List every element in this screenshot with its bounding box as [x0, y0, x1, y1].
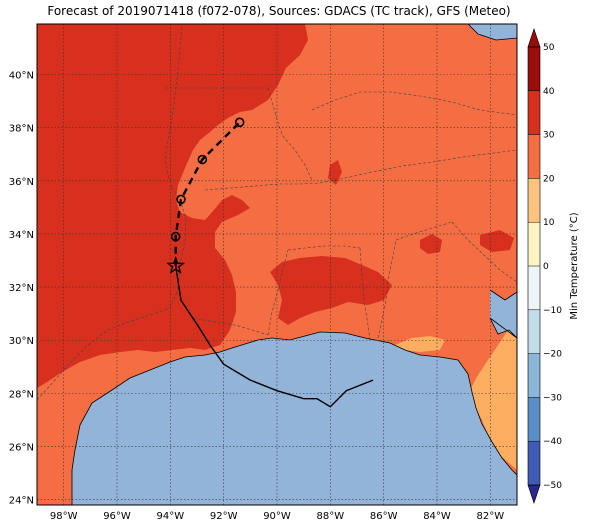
- longitude-tick-label: 96°W: [103, 511, 131, 522]
- colorbar-ticks: −50 −40 −30 −20 −10 0 10 20 30 40 50: [528, 43, 562, 491]
- latitude-tick-label: 28°N: [9, 389, 34, 400]
- longitude-axis: 98°W 96°W 94°W 92°W 90°W 88°W 86°W 84°W 82°W: [50, 511, 504, 522]
- state-boundary: [267, 249, 289, 336]
- latitude-tick-label: 34°N: [9, 230, 34, 241]
- colorbar-band: [528, 222, 540, 266]
- latitude-tick-label: 38°N: [9, 124, 34, 135]
- tc-track: [166, 117, 374, 408]
- colorbar-tick-label: 30: [543, 131, 555, 141]
- colorbar-band: [528, 353, 540, 398]
- colorbar-tick-label: 50: [543, 43, 555, 53]
- colorbar-bands: [527, 28, 541, 504]
- state-boundary: [377, 239, 397, 339]
- colorbar-tick-label: −10: [543, 306, 562, 316]
- colorbar-band: [528, 266, 540, 310]
- coastline: [467, 24, 517, 41]
- graticule: [37, 24, 517, 505]
- colorbar-tick-label: −20: [543, 350, 562, 360]
- colorbar-band: [528, 397, 540, 442]
- map-frame: [36, 23, 518, 506]
- state-boundary: [267, 87, 313, 181]
- colorbar: −50 −40 −30 −20 −10 0 10 20 30 40 50 Min Temperatu…: [527, 28, 580, 504]
- colorbar-band: [528, 134, 540, 179]
- colorbar-tick-label: −40: [543, 437, 562, 447]
- forecast-position-marker: [170, 231, 181, 242]
- coastline: [71, 331, 517, 505]
- colorbar-label: Min Temperature (°C): [569, 212, 580, 319]
- state-boundary: [37, 187, 187, 401]
- colorbar-band: [528, 178, 540, 223]
- latitude-axis: 24°N 26°N 28°N 30°N 32°N 34°N 36°N 38°N 40°N: [9, 70, 34, 506]
- longitude-tick-label: 88°W: [317, 511, 345, 522]
- state-boundary: [319, 149, 517, 184]
- land-30-40-cell: [328, 160, 342, 185]
- longitude-tick-label: 90°W: [263, 511, 291, 522]
- colorbar-tick-label: 40: [543, 87, 555, 97]
- colorbar-tick-label: 0: [543, 262, 549, 272]
- state-boundary: [451, 221, 517, 283]
- land-30-40-cell: [420, 234, 442, 254]
- colorbar-band: [528, 309, 540, 354]
- colorbar-tick-label: 10: [543, 218, 555, 228]
- state-boundary: [359, 247, 371, 341]
- land-30-40-lobe: [270, 256, 392, 325]
- longitude-tick-label: 94°W: [157, 511, 185, 522]
- longitude-tick-label: 82°W: [477, 511, 505, 522]
- latitude-tick-label: 26°N: [9, 443, 34, 454]
- colorbar-band: [528, 441, 540, 485]
- map-title: Forecast of 2019071418 (f072-078), Sourc…: [47, 4, 511, 18]
- colorbar-tick-label: −30: [543, 393, 562, 403]
- map-panel: [37, 24, 517, 505]
- state-boundary: [311, 91, 517, 116]
- state-boundary: [192, 317, 269, 336]
- longitude-tick-label: 92°W: [210, 511, 238, 522]
- latitude-tick-label: 24°N: [9, 496, 34, 507]
- state-boundary: [395, 221, 453, 241]
- state-boundary: [204, 182, 321, 191]
- colorbar-band: [528, 47, 540, 91]
- longitude-tick-label: 86°W: [370, 511, 398, 522]
- colorbar-tick-label: 20: [543, 174, 555, 184]
- land-30-40-band: [37, 24, 308, 388]
- coastline: [489, 289, 517, 339]
- colorbar-lower-extend: [527, 484, 541, 504]
- latitude-tick-label: 40°N: [9, 70, 34, 81]
- colorbar-upper-extend: [527, 28, 541, 48]
- current-position-star: [166, 255, 186, 274]
- lake-water: [468, 24, 517, 40]
- land-10-20-patch: [470, 320, 517, 470]
- observed-track-line: [175, 265, 374, 408]
- latitude-tick-label: 36°N: [9, 177, 34, 188]
- colorbar-band: [528, 90, 540, 135]
- gulf-of-mexico-water: [72, 332, 517, 505]
- latitude-tick-label: 30°N: [9, 336, 34, 347]
- forecast-track-line: [174, 121, 241, 266]
- land-30-40-cell: [480, 230, 514, 252]
- forecast-position-marker: [176, 194, 186, 205]
- forecast-position-marker: [234, 117, 245, 128]
- state-boundary: [164, 24, 183, 189]
- forecast-position-marker: [197, 154, 208, 165]
- atlantic-water: [490, 290, 517, 338]
- state-boundary: [287, 245, 361, 251]
- longitude-tick-label: 98°W: [50, 511, 78, 522]
- colorbar-tick-label: −50: [543, 481, 562, 491]
- latitude-tick-label: 32°N: [9, 283, 34, 294]
- longitude-tick-label: 84°W: [423, 511, 451, 522]
